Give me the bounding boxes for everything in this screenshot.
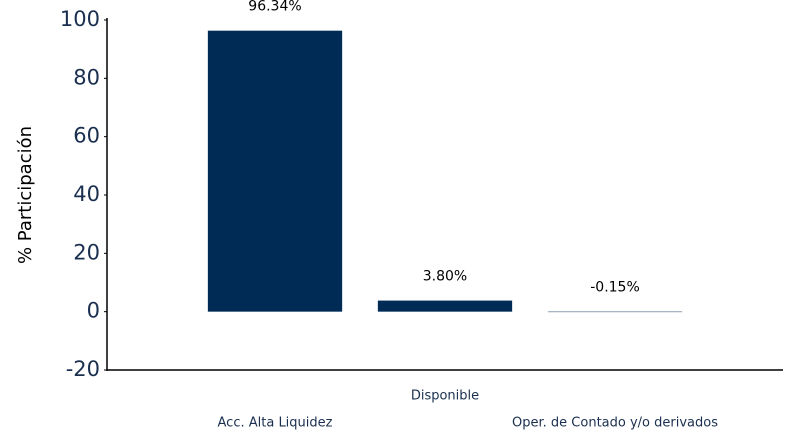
y-tick-label: 40	[73, 182, 100, 206]
value-label: 3.80%	[423, 269, 467, 285]
y-tick-label: 100	[60, 7, 100, 31]
value-label: -0.15%	[590, 280, 640, 296]
bar	[377, 300, 513, 312]
x-tick-label: Oper. de Contado y/o derivados	[512, 416, 718, 431]
y-tick-label: 0	[87, 299, 100, 323]
x-tick-label: Acc. Alta Liquidez	[218, 416, 333, 431]
y-tick-label: 20	[73, 240, 100, 264]
y-tick-label: 60	[73, 124, 100, 148]
value-label: 96.34%	[248, 0, 301, 15]
bar	[207, 30, 343, 312]
y-tick-label: 80	[73, 65, 100, 89]
y-axis-label: % Participación	[15, 126, 36, 264]
y-tick-label: -20	[66, 357, 100, 381]
x-tick-label: Disponible	[411, 389, 479, 404]
